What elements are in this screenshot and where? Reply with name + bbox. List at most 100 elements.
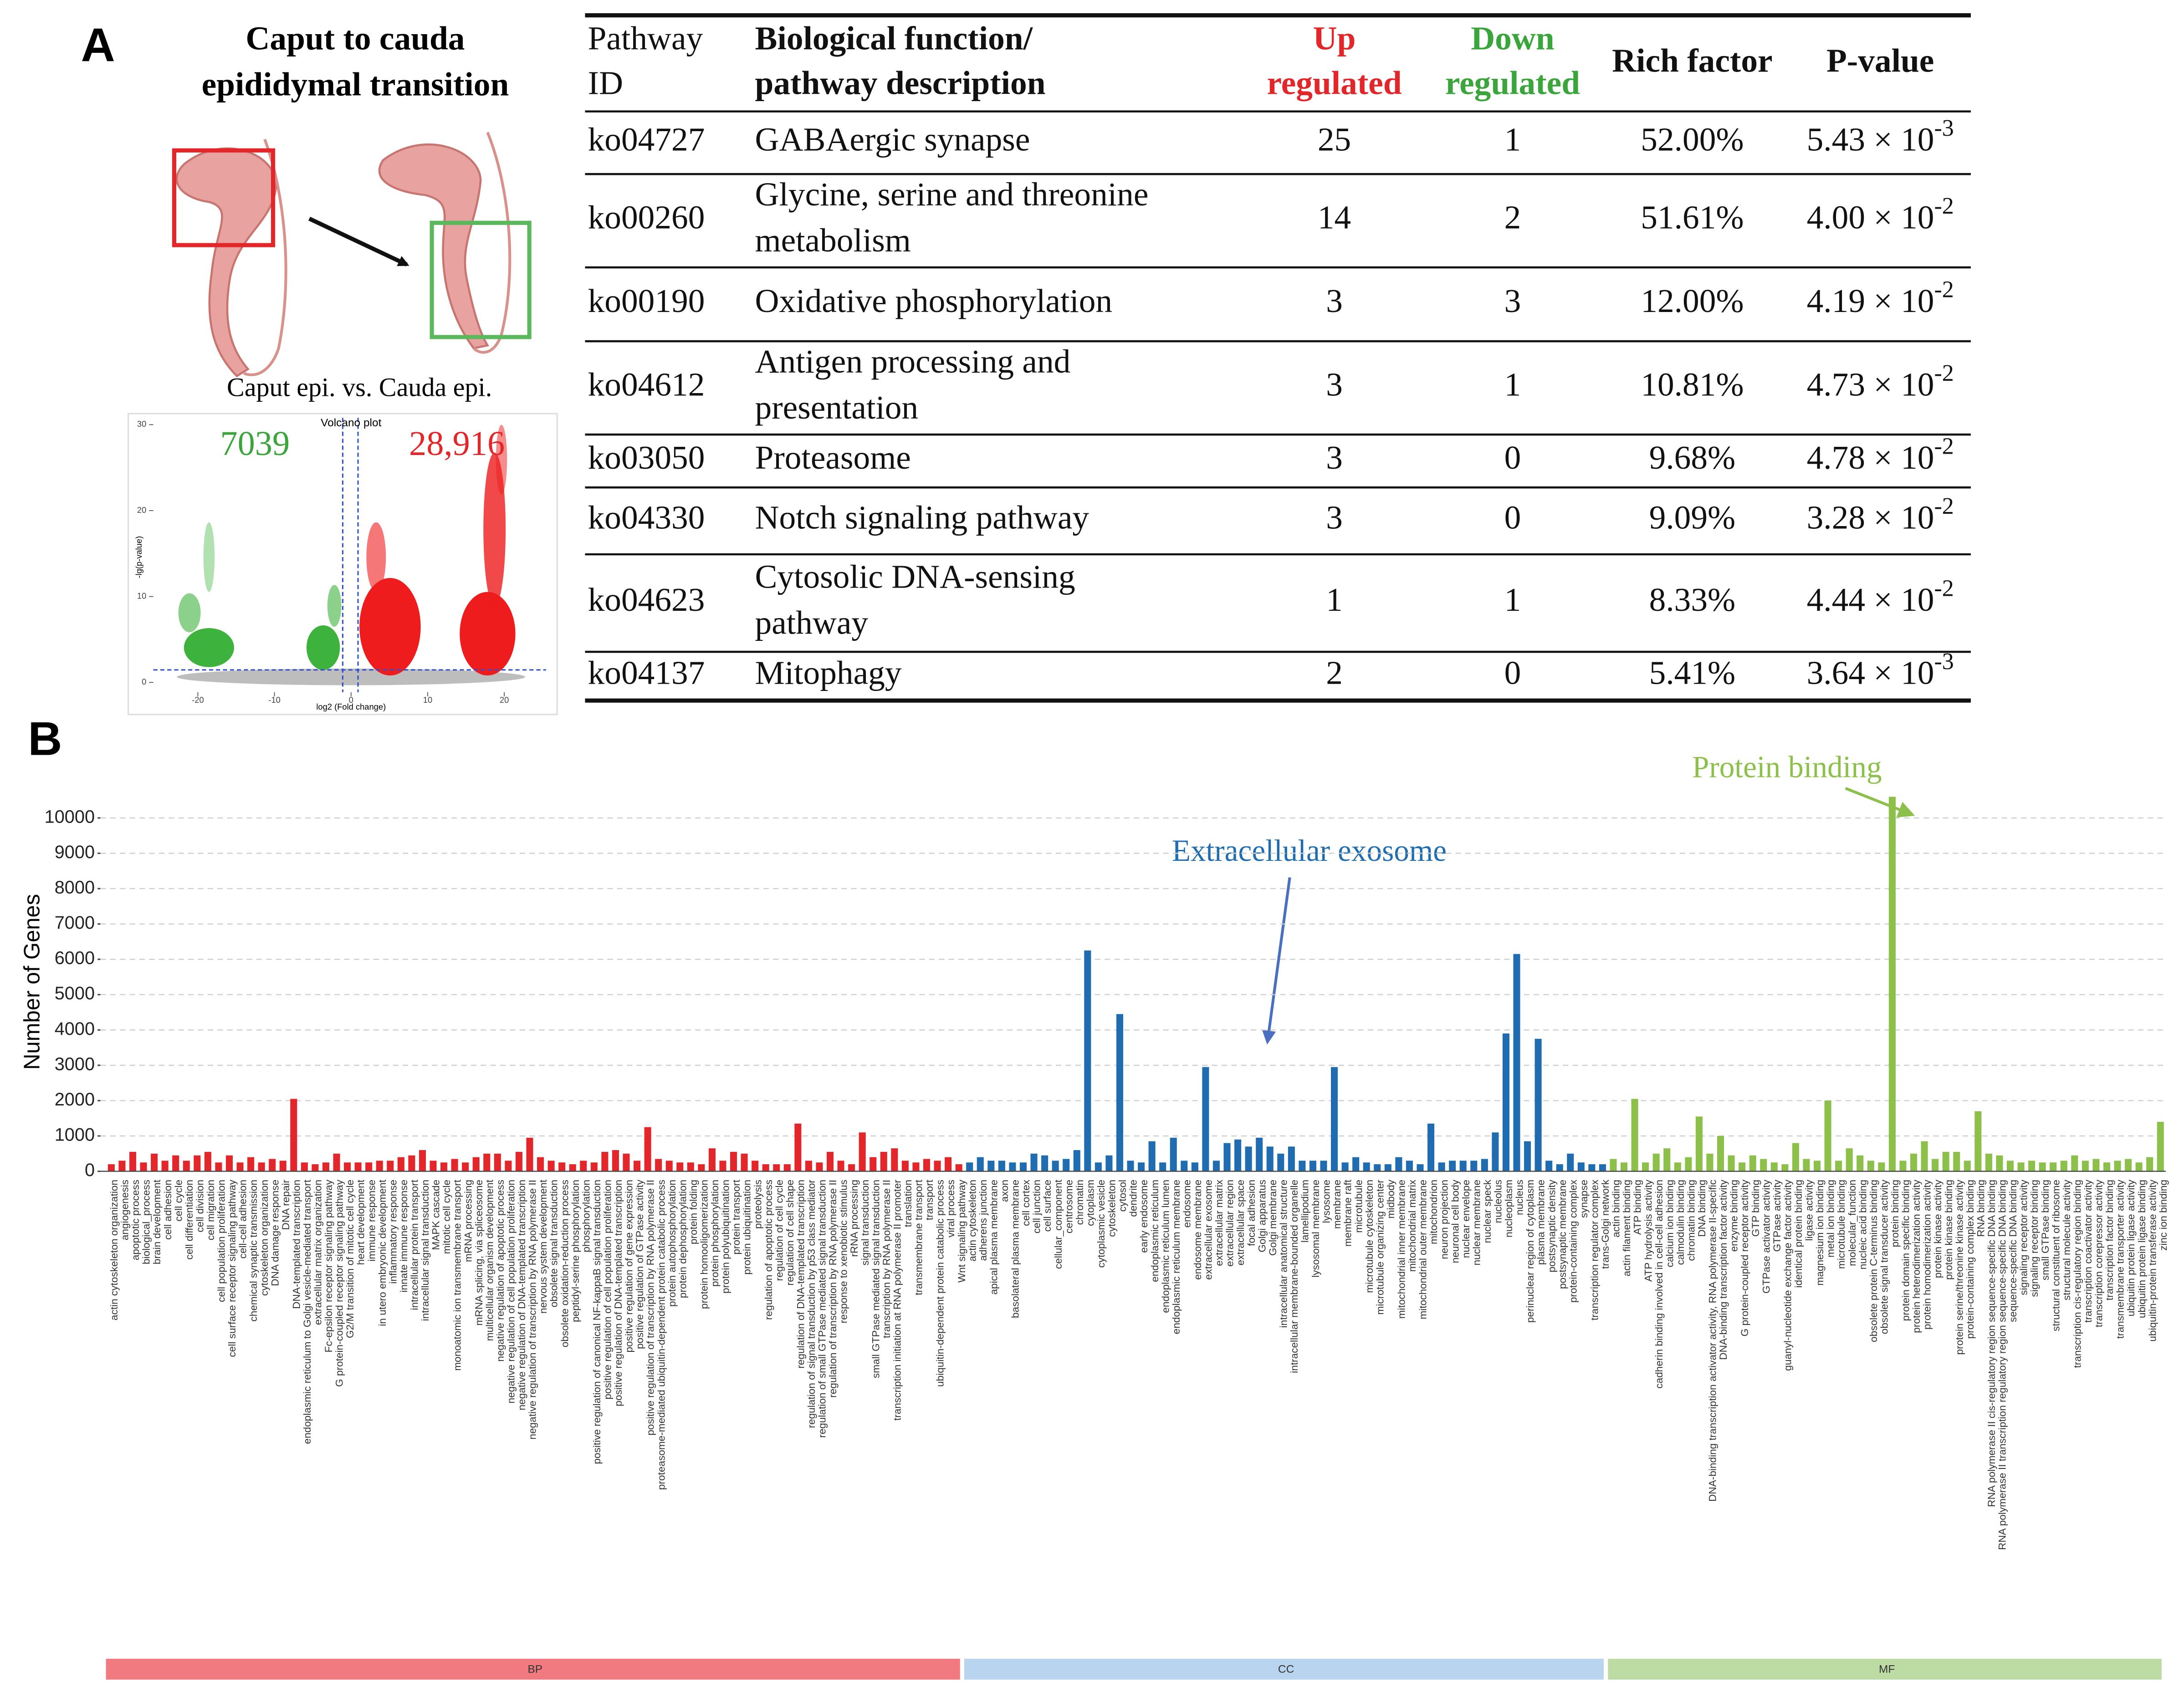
group-strip — [106, 1658, 960, 1680]
bar — [1846, 1148, 1853, 1171]
x-tick-label: Fc-epsilon receptor signaling pathway — [323, 1179, 334, 1352]
bar — [387, 1161, 394, 1171]
group-strip — [1608, 1658, 2162, 1680]
x-tick-label: structural constituent of ribosome — [2050, 1180, 2061, 1331]
x-tick-label: DNA-binding transcription activator acti… — [1707, 1180, 1719, 1502]
down-count: 1 — [1504, 581, 1521, 618]
x-tick-label: endoplasmic reticulum lumen — [1160, 1180, 1171, 1313]
x-tick-label: translation — [902, 1180, 914, 1227]
x-tick-label: transcription by RNA polymerase II — [881, 1180, 892, 1338]
x-tick-label: extracellular exosome — [1203, 1180, 1214, 1280]
p-value-exponent: -3 — [1934, 649, 1954, 675]
pathway-id: ko03050 — [588, 439, 705, 476]
bar — [1438, 1162, 1445, 1171]
bar — [1352, 1157, 1360, 1171]
panel-label: A — [81, 19, 115, 72]
x-tick-label: protein folding — [688, 1180, 699, 1244]
bar — [494, 1153, 501, 1171]
x-tick-label: metal ion binding — [1825, 1180, 1836, 1258]
x-tick-label: transcription coactivator activity — [2082, 1179, 2094, 1323]
x-tick-label: protein dephosphorylation — [677, 1180, 688, 1298]
x-tick-label: heart development — [355, 1179, 367, 1265]
y-tick-label: 8000 — [55, 877, 95, 897]
column-header: Rich factor — [1612, 42, 1772, 79]
x-tick-label: nucleus — [1514, 1180, 1525, 1215]
bar — [1631, 1099, 1638, 1171]
x-tick-label: regulation of apoptotic process — [763, 1180, 774, 1320]
x-tick-label: plasma membrane — [1535, 1180, 1547, 1265]
bar — [558, 1162, 566, 1171]
x-tick-label: cell population proliferation — [216, 1180, 227, 1302]
p-value-base: 4.44 × 10 — [1807, 581, 1934, 618]
x-tick-label: positive regulation of cell population p… — [602, 1180, 613, 1400]
x-tick-label: magnesium ion binding — [1814, 1180, 1826, 1286]
x-tick-label: MAPK cascade — [430, 1180, 442, 1250]
p-value-exponent: -2 — [1934, 360, 1954, 386]
bar — [301, 1162, 308, 1171]
bar — [140, 1162, 147, 1171]
bar — [1449, 1161, 1456, 1171]
bar — [1073, 1150, 1080, 1171]
bar — [1105, 1155, 1113, 1171]
x-tick-label: negative regulation of cell population p… — [506, 1180, 517, 1403]
x-tick-label: RNA polymerase II cis-regulatory region … — [1986, 1180, 1997, 1507]
bar — [322, 1162, 330, 1171]
bar — [1867, 1161, 1874, 1171]
bar — [1513, 954, 1520, 1171]
x-tick-label: calcium ion binding — [1664, 1180, 1675, 1267]
y-tick-label: 1000 — [55, 1125, 95, 1145]
down-count: 2 — [1504, 199, 1521, 235]
x-tick-label: microtubule organizing center — [1374, 1179, 1386, 1315]
x-tick-label: viral process — [945, 1180, 956, 1238]
bar — [1695, 1116, 1703, 1171]
x-tick-label: postsynaptic membrane — [1557, 1180, 1568, 1289]
bar — [1288, 1146, 1295, 1171]
bar — [1642, 1162, 1649, 1171]
x-tick-label: membrane — [1331, 1180, 1343, 1229]
x-tick-label: nuclear envelope — [1460, 1180, 1472, 1258]
bar — [1299, 1161, 1306, 1171]
bar — [1953, 1151, 1960, 1171]
x-tick-label: protein polyubiquitination — [720, 1180, 731, 1294]
x-tick-label: RNA binding — [1975, 1180, 1986, 1237]
bar — [1030, 1153, 1038, 1171]
x-tick-label: dendrite — [1128, 1180, 1139, 1217]
up-count: 2 — [1326, 654, 1343, 691]
volcano-title: Volcano plot — [321, 417, 381, 429]
x-tick-label: membrane raft — [1342, 1179, 1354, 1247]
bar — [1063, 1159, 1070, 1171]
x-tick-label: lysosomal membrane — [1310, 1180, 1321, 1278]
x-tick-label: postsynaptic density — [1546, 1179, 1557, 1272]
volcano-points — [177, 425, 525, 685]
x-tick-label: Golgi membrane — [1267, 1180, 1279, 1256]
pathway-description: Cytosolic DNA-sensing — [755, 558, 1075, 595]
x-tick-label: cell surface — [1042, 1180, 1053, 1232]
bar — [118, 1161, 126, 1171]
bar — [2039, 1162, 2046, 1171]
x-tick-label: ligase activity — [1804, 1179, 1815, 1241]
annotation-arrow — [1262, 877, 1291, 1045]
bar — [1674, 1162, 1681, 1171]
x-tick-label: cytoplasm — [1084, 1180, 1096, 1226]
x-tick-label: protein ubiquitination — [742, 1180, 753, 1275]
p-value-exponent: -2 — [1934, 493, 1954, 519]
bar — [1019, 1162, 1027, 1171]
x-tick-label: regulation of signal transduction by p53… — [806, 1179, 817, 1428]
x-tick-label: enzyme binding — [1729, 1180, 1740, 1252]
bar — [269, 1159, 276, 1171]
x-tick-label: chromatin — [1074, 1180, 1085, 1225]
panel-label: B — [28, 712, 62, 765]
bar — [1728, 1155, 1735, 1171]
bar — [1406, 1161, 1413, 1171]
up-count: 28,916 — [409, 424, 505, 463]
pathway-description: pathway — [755, 604, 869, 641]
x-tick-label: identical protein binding — [1793, 1180, 1804, 1288]
x-tick-label: ubiquitin-protein transferase activity — [2147, 1179, 2158, 1341]
bar — [2082, 1161, 2089, 1171]
x-tick-label: RNA polymerase II transcription regulato… — [1997, 1180, 2008, 1550]
column-header: P-value — [1826, 42, 1934, 79]
x-tick-label: protein-containing complex binding — [1964, 1180, 1976, 1339]
group-label: CC — [1278, 1663, 1294, 1676]
bar — [1395, 1157, 1402, 1171]
x-tick-label: intracellular anatomical structure — [1278, 1180, 1289, 1328]
